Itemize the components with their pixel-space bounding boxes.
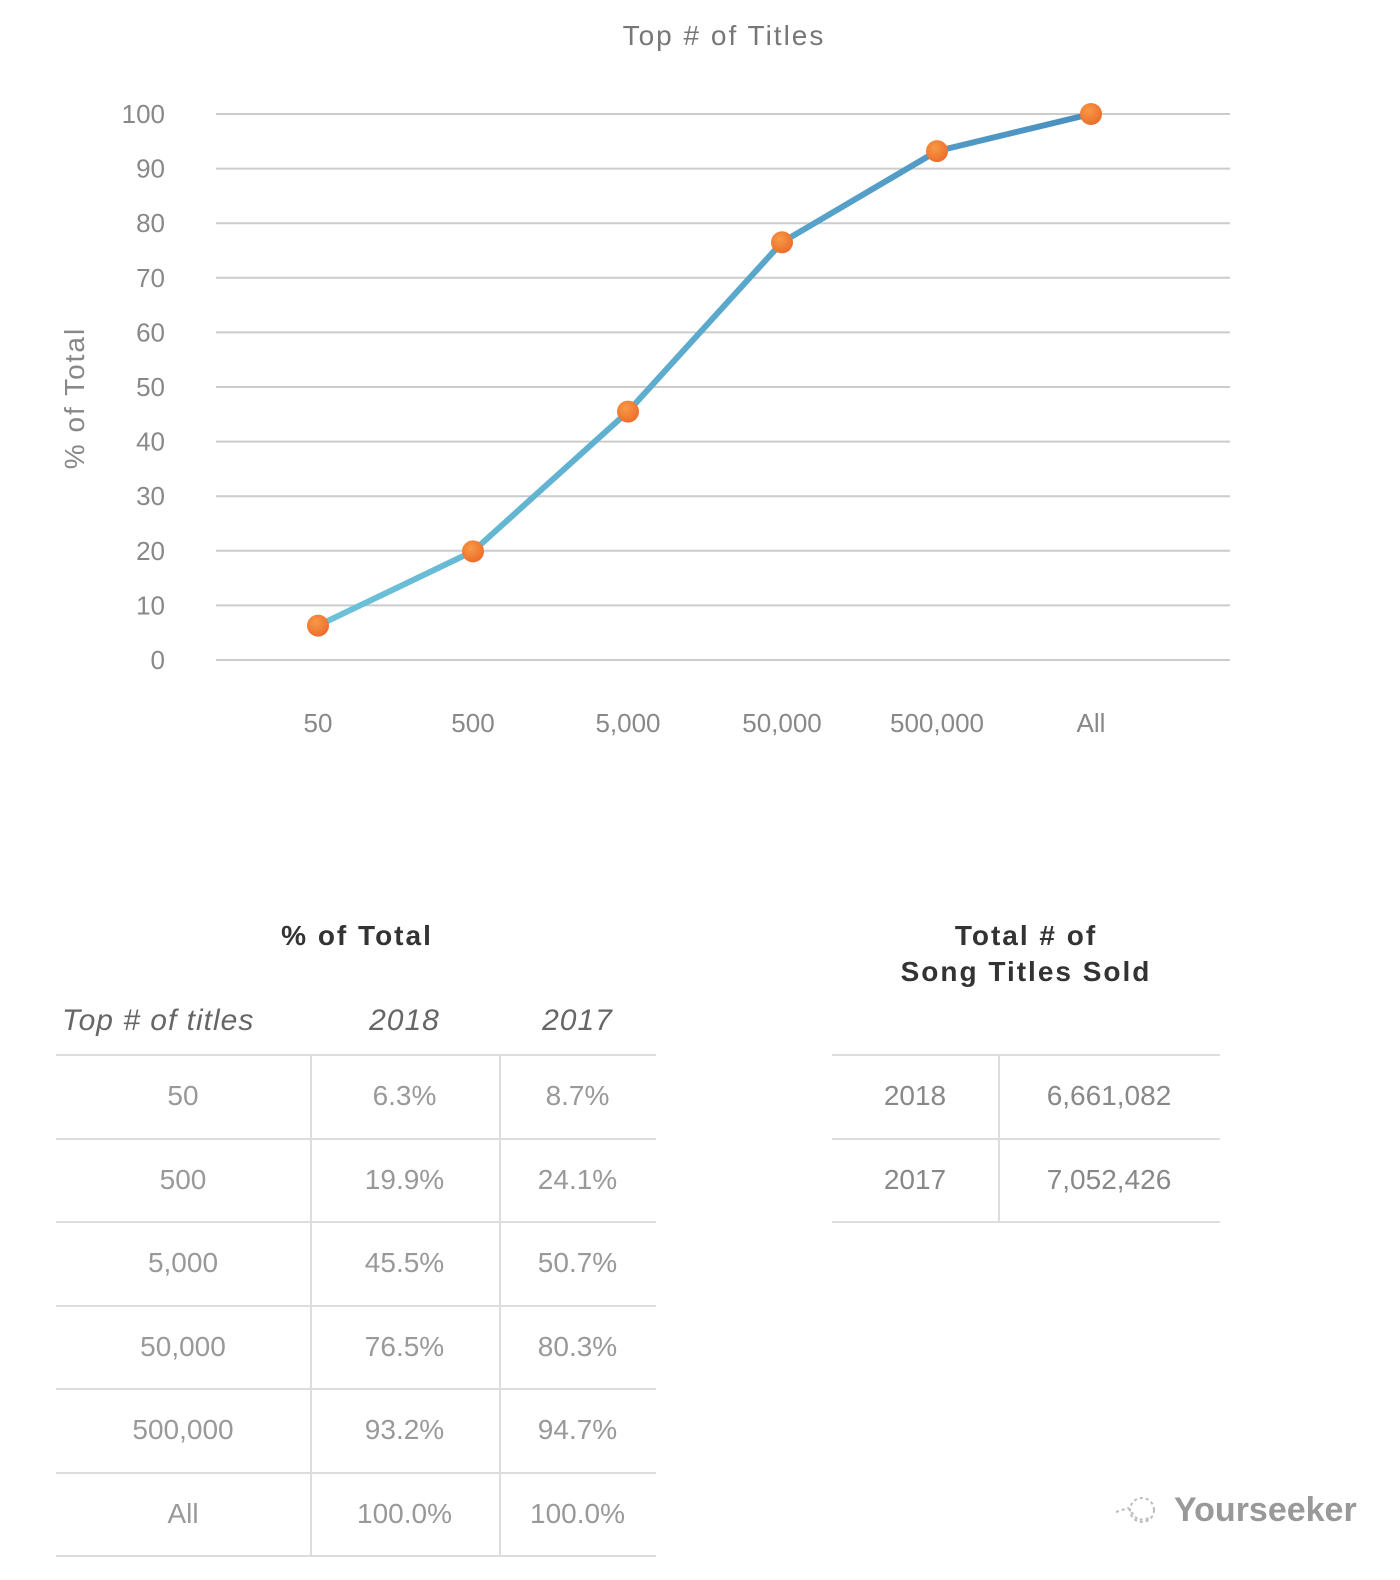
y-tick-label: 80 — [136, 208, 165, 238]
table-cell: 5,000 — [147, 1247, 219, 1278]
table-cell: All — [167, 1497, 199, 1529]
table-cell: 93.2% — [364, 1414, 445, 1445]
table-cell: 80.3% — [537, 1330, 618, 1362]
table-cell: 50 — [167, 1080, 199, 1111]
row-divider — [56, 1304, 656, 1307]
data-point — [462, 540, 484, 563]
y-tick-label: 90 — [136, 154, 165, 184]
table-cell: 6.3% — [372, 1080, 437, 1111]
row-divider — [56, 1054, 656, 1056]
y-axis-label: % of Total — [59, 327, 90, 469]
y-tick-label: 50 — [136, 372, 165, 402]
table-cell: 100.0% — [357, 1497, 452, 1529]
y-tick-label: 40 — [136, 427, 165, 457]
data-point — [307, 614, 329, 637]
table-cell: 76.5% — [364, 1330, 445, 1362]
table-cell: 100.0% — [530, 1497, 625, 1529]
data-point — [1080, 103, 1102, 125]
x-tick-label: 50,000 — [742, 708, 822, 738]
y-tick-label: 10 — [136, 590, 165, 620]
column-divider — [998, 1054, 1000, 1221]
table-cell: 500,000 — [132, 1414, 234, 1445]
table-cell: 8.7% — [545, 1080, 610, 1111]
table-cell: 50,000 — [140, 1330, 226, 1362]
x-tick-label: 500 — [451, 708, 494, 738]
row-divider — [56, 1555, 656, 1557]
table-cell: 94.7% — [537, 1414, 618, 1445]
row-divider — [832, 1137, 1220, 1140]
row-divider — [832, 1054, 1220, 1056]
row-divider — [56, 1221, 656, 1223]
x-tick-label: 5,000 — [595, 708, 660, 738]
table-cell: 2017 — [883, 1163, 947, 1195]
y-tick-label: 30 — [136, 481, 165, 511]
row-divider — [832, 1221, 1220, 1223]
column-header: 2018 — [369, 1004, 440, 1037]
table-cell: 50.7% — [537, 1247, 618, 1278]
table-cell: 2018 — [883, 1080, 947, 1111]
data-point — [926, 140, 948, 163]
table-cell: 500 — [159, 1163, 207, 1195]
series-line — [316, 111, 1092, 629]
row-divider — [56, 1388, 656, 1390]
y-tick-label: 20 — [136, 536, 165, 566]
column-header: Top # of titles — [62, 1004, 255, 1037]
table-cell: 6,661,082 — [1046, 1080, 1172, 1111]
y-tick-label: 60 — [136, 317, 165, 347]
row-divider — [56, 1137, 656, 1140]
y-tick-label: 100 — [122, 99, 165, 129]
pct-table-title: % of Total — [281, 920, 433, 951]
data-point — [771, 231, 793, 254]
y-tick-label: 70 — [136, 263, 165, 293]
watermark-text: Yourseeker — [1174, 1490, 1357, 1529]
column-header: 2017 — [542, 1004, 613, 1037]
table-cell: 19.9% — [364, 1163, 445, 1195]
column-divider — [499, 1054, 501, 1555]
total-table-title-line2: Song Titles Sold — [900, 956, 1152, 987]
table-cell: 7,052,426 — [1046, 1163, 1172, 1195]
network-dots-icon — [1115, 1497, 1155, 1523]
total-table-title-line1: Total # of — [954, 920, 1098, 951]
y-tick-label: 0 — [151, 645, 165, 675]
data-point — [617, 400, 639, 423]
x-tick-label: 50 — [304, 708, 333, 738]
table-cell: 24.1% — [537, 1163, 618, 1195]
line-chart: Top # of Titles % of Total 0 10 20 30 40 50 60… — [59, 20, 1230, 738]
table-cell: 45.5% — [364, 1247, 445, 1278]
row-divider — [56, 1471, 656, 1474]
x-tick-label: 500,000 — [890, 708, 984, 738]
watermark: Yourseeker — [1112, 1490, 1357, 1530]
x-tick-label: All — [1077, 708, 1106, 738]
chart-title: Top # of Titles — [623, 20, 826, 51]
column-divider — [310, 1054, 312, 1555]
